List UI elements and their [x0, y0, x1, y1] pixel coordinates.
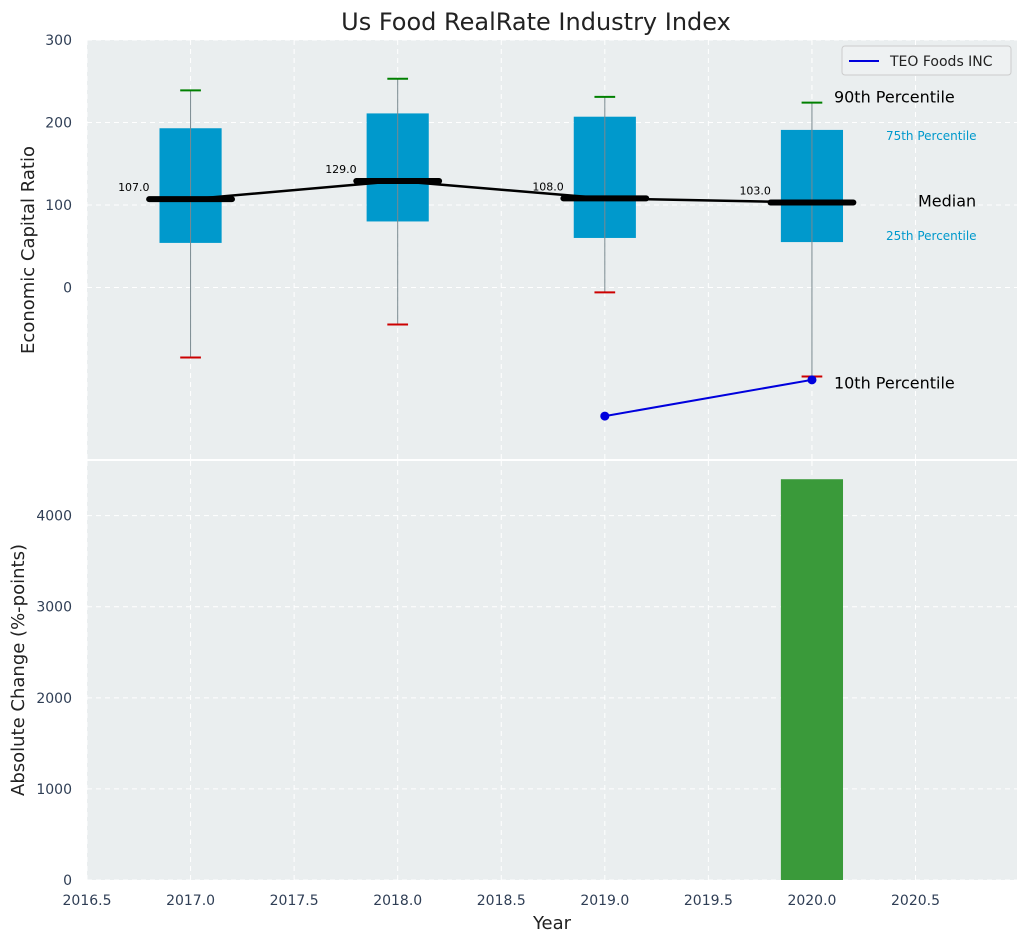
x-ticks: 2016.5 2017.0 2017.5 2018.0 2018.5 2019.0 2019…: [63, 893, 941, 909]
x-tick-label: 2017.0: [166, 893, 215, 909]
chart-title: Us Food RealRate Industry Index: [341, 8, 731, 36]
bottom-grid: [86, 461, 1017, 881]
median-label: 129.0: [325, 163, 357, 176]
bottom-y-tick-label: 0: [63, 873, 72, 889]
bars: [780, 479, 844, 880]
top-y-tick-label: 0: [63, 280, 72, 296]
top-y-tick-label: 100: [45, 198, 72, 214]
annotation-75th-percentile: 75th Percentile: [886, 129, 977, 143]
top-plot-background: [87, 40, 1017, 459]
boxes: 107.0 129.0 108.0 103.0: [118, 77, 857, 378]
top-y-tick-label: 300: [45, 33, 72, 49]
median-label: 107.0: [118, 181, 150, 194]
company-series: [600, 375, 817, 421]
bottom-y-tick-label: 3000: [36, 600, 72, 616]
x-tick-label: 2020.5: [891, 893, 940, 909]
top-y-tick-label: 200: [45, 115, 72, 131]
x-tick-label: 2018.5: [477, 893, 526, 909]
annotation-25th-percentile: 25th Percentile: [886, 229, 977, 243]
median-label: 108.0: [532, 180, 564, 193]
x-tick-label: 2019.5: [684, 893, 733, 909]
bottom-y-tick-label: 1000: [36, 782, 72, 798]
legend-label-teo-foods: TEO Foods INC: [889, 54, 993, 70]
x-tick-label: 2020.0: [787, 893, 836, 909]
x-tick-label: 2016.5: [63, 893, 112, 909]
company-point: [600, 411, 610, 421]
legend-box: [841, 45, 1012, 76]
bottom-y-tick-label: 4000: [36, 509, 72, 525]
annotation-10th-percentile: 10th Percentile: [834, 374, 955, 393]
bar-panel: 4000 3000 2000 1000 0 Absolute Change (%-poi…: [8, 461, 1017, 889]
change-bar: [780, 479, 844, 880]
percentile-annotations: 90th Percentile 75th Percentile Median 2…: [834, 88, 977, 393]
bottom-plot-background: [87, 461, 1017, 880]
x-tick-label: 2018.0: [373, 893, 422, 909]
legend: TEO Foods INC: [841, 45, 1012, 76]
median-line: [190, 179, 812, 204]
company-line: [604, 378, 813, 418]
x-tick-label: 2017.5: [270, 893, 319, 909]
bottom-y-ticks: 4000 3000 2000 1000 0: [36, 509, 72, 889]
top-y-axis-label: Economic Capital Ratio: [18, 146, 39, 354]
box-plot-panel: 300 200 100 0 107.0 129.0 108.0 103.0 90th Per…: [18, 33, 1017, 459]
bottom-y-tick-label: 2000: [36, 691, 72, 707]
x-axis-label: Year: [532, 913, 572, 934]
top-y-ticks: 300 200 100 0: [45, 33, 72, 296]
median-label: 103.0: [739, 184, 771, 197]
annotation-median: Median: [918, 191, 976, 210]
x-tick-label: 2019.0: [580, 893, 629, 909]
company-point: [807, 375, 817, 385]
bottom-y-axis-label: Absolute Change (%-points): [8, 544, 29, 796]
annotation-90th-percentile: 90th Percentile: [834, 88, 955, 107]
